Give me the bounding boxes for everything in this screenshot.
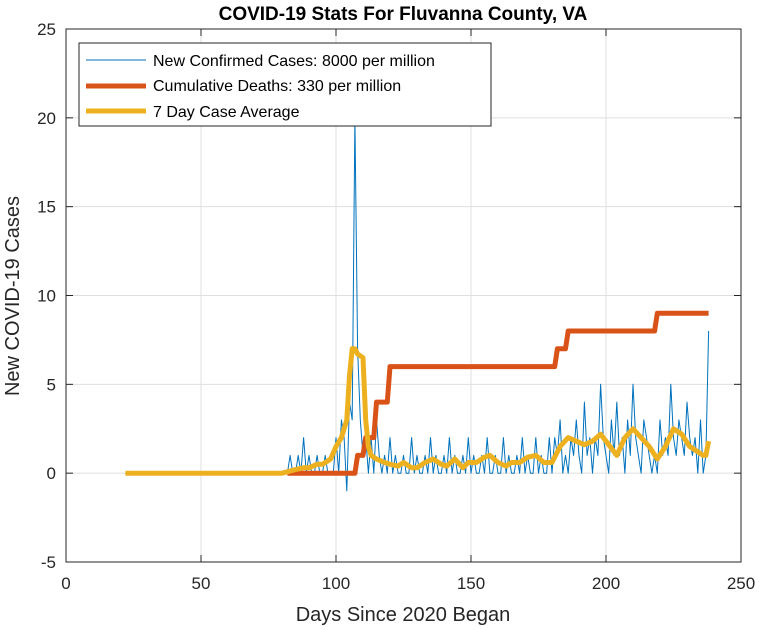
legend-label-new-cases: New Confirmed Cases: 8000 per million [153, 53, 435, 70]
chart-title: COVID-19 Stats For Fluvanna County, VA [219, 4, 588, 25]
x-tick-label: 0 [61, 574, 70, 593]
tick-labels: 0 50 100 150 200 250 -5 0 5 10 15 20 25 [37, 20, 755, 593]
series-layer [125, 117, 712, 492]
legend-label-deaths: Cumulative Deaths: 330 per million [153, 78, 401, 95]
y-tick-label: 20 [37, 109, 56, 128]
y-tick-label: -5 [41, 553, 56, 572]
x-tick-label: 50 [192, 574, 211, 593]
axis-ticks [65, 28, 742, 563]
x-tick-label: 200 [592, 574, 620, 593]
y-tick-label: 5 [47, 375, 56, 394]
legend-box [78, 42, 492, 127]
y-axis-label: New COVID-19 Cases [2, 196, 24, 396]
x-tick-label: 150 [457, 574, 485, 593]
legend-label-average: 7 Day Case Average [153, 104, 300, 121]
series-line-new-cases [125, 117, 710, 492]
x-tick-label: 250 [727, 574, 755, 593]
y-tick-label: 0 [47, 464, 56, 483]
y-tick-label: 15 [37, 198, 56, 217]
x-tick-label: 100 [322, 574, 350, 593]
x-axis-label: Days Since 2020 Began [296, 604, 511, 626]
y-tick-label: 25 [37, 20, 56, 39]
legend: New Confirmed Cases: 8000 per million Cu… [78, 42, 492, 127]
series-line-average [125, 346, 712, 476]
y-tick-label: 10 [37, 287, 56, 306]
series-line-deaths [287, 310, 709, 476]
